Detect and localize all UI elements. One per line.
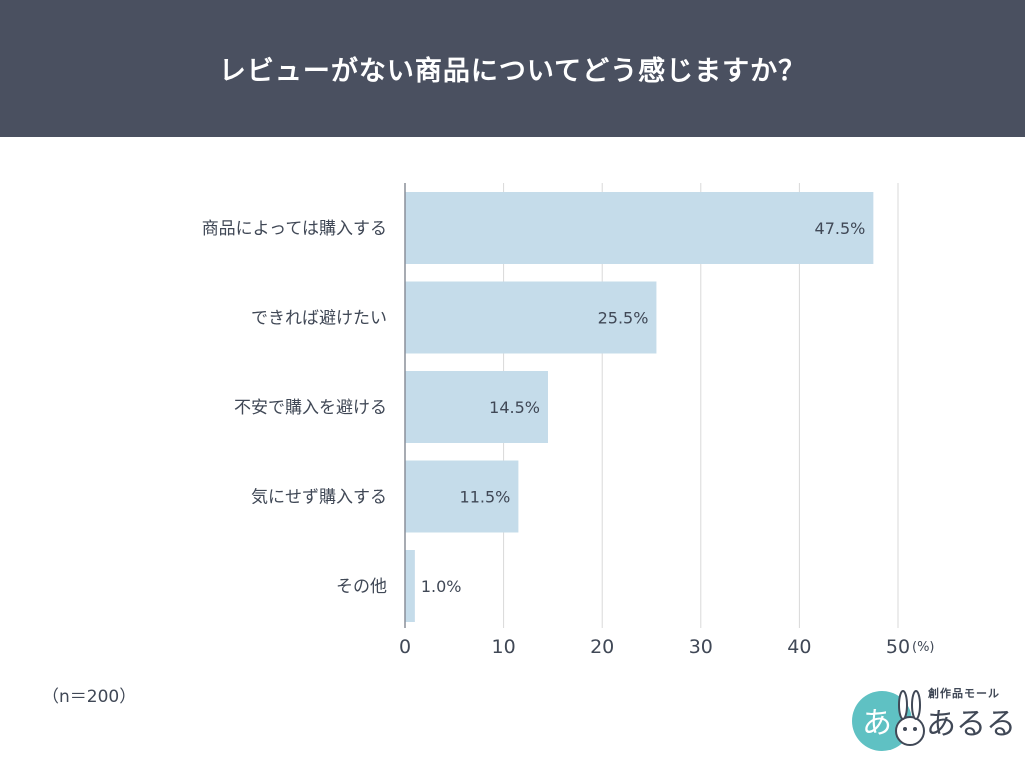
logo-badge-glyph: あ: [862, 706, 892, 741]
chart-title: レビューがない商品についてどう感じますか？: [218, 56, 807, 87]
bar-value-label: 11.5%: [460, 488, 511, 507]
x-tick-label: 30: [689, 636, 713, 658]
x-tick-label: 50: [886, 636, 910, 658]
chart-header: レビューがない商品についてどう感じますか？: [0, 0, 1025, 137]
brand-logo: あ 創作品モール あるる: [850, 683, 1020, 753]
x-tick-label: 0: [399, 636, 411, 658]
x-tick-label: 10: [492, 636, 516, 658]
x-axis-unit: (%): [912, 640, 935, 655]
category-label: 気にせず購入する: [251, 488, 387, 508]
rabbit-icon: あ: [852, 690, 925, 751]
category-label: できれば避けたい: [251, 309, 387, 329]
x-tick-label: 40: [787, 636, 811, 658]
sample-size-note: （n＝200）: [42, 687, 137, 707]
bar: [405, 550, 415, 622]
bar: [405, 192, 874, 264]
bar: [405, 460, 519, 533]
logo-tagline: 創作品モール: [928, 687, 1000, 700]
bar-value-label: 14.5%: [489, 398, 540, 417]
category-label: 商品によっては購入する: [202, 219, 387, 239]
bar-value-label: 25.5%: [598, 309, 649, 328]
category-label: その他: [336, 577, 387, 597]
bar-value-label: 1.0%: [421, 577, 462, 596]
bar: [405, 281, 657, 354]
category-label: 不安で購入を避ける: [234, 398, 387, 418]
bar: [405, 371, 548, 443]
logo-name: あるる: [926, 707, 1016, 742]
x-tick-label: 20: [590, 636, 614, 658]
bar-value-label: 47.5%: [815, 219, 866, 238]
